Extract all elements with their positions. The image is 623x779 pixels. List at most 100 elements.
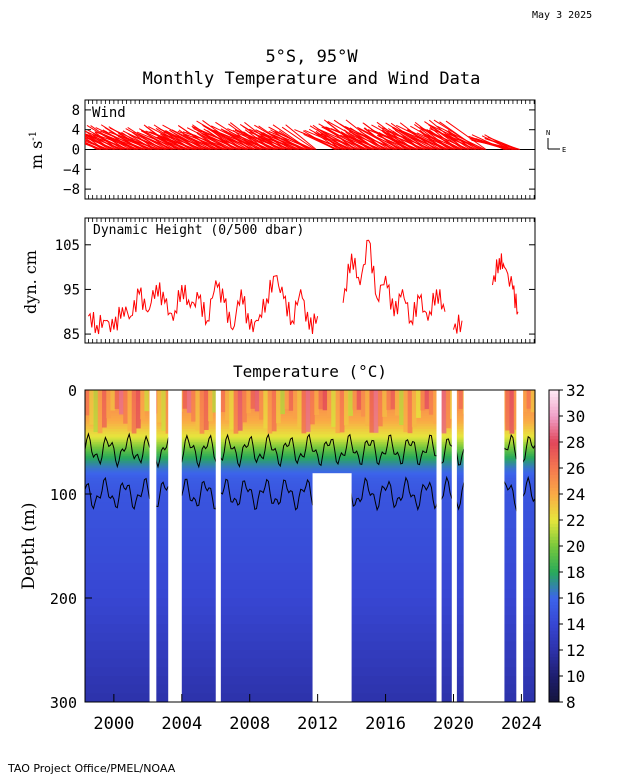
temp-surface-column <box>131 390 137 434</box>
wind-stick <box>437 125 485 150</box>
wind-stick <box>100 130 146 150</box>
temp-x-tick-label: 2008 <box>229 714 270 734</box>
temp-band <box>85 572 535 582</box>
colorbar-segment <box>549 412 559 417</box>
temp-surface-column <box>530 390 535 413</box>
colorbar-segment <box>549 422 559 427</box>
colorbar-segment <box>549 640 559 644</box>
temp-band <box>85 502 535 512</box>
colorbar-segment <box>549 513 559 518</box>
colorbar-segment <box>549 682 559 687</box>
temp-surface-column <box>424 390 430 410</box>
colorbar-segment <box>549 442 559 446</box>
wind-stick <box>484 137 521 150</box>
wind-stick <box>394 129 427 150</box>
temp-surface-column <box>182 390 188 409</box>
temp-band <box>85 454 535 457</box>
temp-surface-column <box>208 390 213 422</box>
temp-band <box>85 447 535 450</box>
wind-stick <box>420 127 470 150</box>
colorbar-segment <box>549 461 559 466</box>
colorbar-tick-label: 32 <box>566 381 585 400</box>
wind-stick <box>376 135 410 150</box>
temp-band <box>85 457 535 460</box>
temp-surface-column <box>352 390 358 410</box>
temp-band <box>85 554 535 564</box>
temp-surface-column <box>399 390 404 426</box>
wind-stick <box>182 131 232 150</box>
temp-surface-column <box>123 390 128 424</box>
wind-stick <box>304 129 351 150</box>
wind-stick <box>416 132 454 150</box>
temp-surface-column <box>297 390 303 428</box>
temp-surface-column <box>310 390 315 425</box>
temp-band <box>85 452 535 455</box>
colorbar-segment <box>549 611 559 615</box>
temp-surface-column <box>89 390 94 425</box>
dyn-line <box>342 239 446 327</box>
temp-surface-column <box>322 390 328 411</box>
colorbar-segment <box>549 455 559 459</box>
temp-surface-column <box>343 390 349 426</box>
colorbar-segment <box>549 490 559 495</box>
colorbar-segment <box>549 510 559 514</box>
dyn-line <box>87 274 319 335</box>
wind-stick <box>86 136 116 150</box>
colorbar-tick-label: 18 <box>566 563 585 582</box>
wind-y-axis: 8 4 0 −4 −8 <box>63 103 535 198</box>
wind-stick <box>330 127 382 150</box>
wind-stick <box>358 127 398 150</box>
temp-surface-column <box>267 390 273 434</box>
wind-stick <box>85 143 100 150</box>
temp-band <box>85 474 535 478</box>
colorbar-segment <box>549 689 559 693</box>
temp-surface-column <box>416 390 421 418</box>
temp-band <box>85 468 535 471</box>
wind-stick <box>285 124 317 150</box>
temp-surface-column <box>293 390 298 419</box>
wind-stick <box>213 129 262 150</box>
wind-stick <box>321 126 368 150</box>
compass-north-label: N <box>546 129 550 137</box>
colorbar-segment <box>549 520 559 524</box>
wind-stick <box>384 129 433 150</box>
wind-stick <box>202 125 242 150</box>
temp-x-tick-label: 2012 <box>297 714 338 734</box>
temp-band <box>85 462 535 466</box>
compass-icon: N E <box>546 129 566 154</box>
temp-x-tick-label: 2024 <box>501 714 542 734</box>
colorbar-segment <box>549 565 559 570</box>
colorbar-segment <box>549 672 559 677</box>
colorbar-segment <box>549 497 559 501</box>
temp-band <box>85 431 535 435</box>
wind-stick <box>85 140 107 150</box>
wind-stick <box>423 132 461 150</box>
colorbar-tick-label: 20 <box>566 537 585 556</box>
temp-surface-column <box>250 390 256 409</box>
wind-y-tick-label: 4 <box>72 123 80 139</box>
temp-surface-column <box>335 390 341 434</box>
temp-surface-column <box>284 390 290 409</box>
temp-surface-column <box>513 390 519 430</box>
wind-stick <box>157 136 190 150</box>
temp-band <box>85 455 535 459</box>
temp-surface-column <box>271 390 277 432</box>
wind-stick <box>131 135 167 150</box>
colorbar-segment <box>549 494 559 498</box>
colorbar-tick-label: 24 <box>566 485 585 504</box>
colorbar-segment <box>549 390 559 394</box>
wind-y-tick-label: 0 <box>72 143 80 159</box>
colorbar-segment <box>549 601 559 605</box>
temp-surface-column <box>373 390 379 433</box>
colorbar-tick-label: 10 <box>566 667 585 686</box>
colorbar-segment <box>549 500 559 505</box>
temp-surface-column <box>458 390 464 409</box>
colorbar-segment <box>549 578 559 583</box>
colorbar-segment <box>549 594 559 599</box>
temp-data-gap <box>215 390 221 702</box>
temp-surface-column <box>339 390 345 433</box>
colorbar-segment <box>549 637 559 641</box>
colorbar-segment <box>549 526 559 531</box>
temp-band <box>85 459 535 462</box>
temp-x-axis: 2000 2004 2008 2012 2016 2020 2024 <box>93 694 542 734</box>
